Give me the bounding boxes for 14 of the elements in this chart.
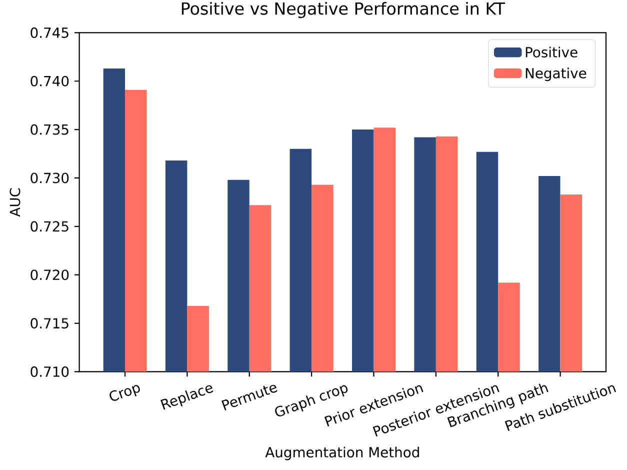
chart-title: Positive vs Negative Performance in KT bbox=[182, 2, 506, 18]
y-tick-label: 0.740 bbox=[30, 76, 69, 86]
x-tick-label: Crop bbox=[110, 384, 140, 401]
y-tick-label: 0.735 bbox=[30, 124, 68, 135]
y-tick-label: 0.725 bbox=[30, 221, 68, 232]
y-tick-label: 0.745 bbox=[30, 27, 68, 38]
x-axis-title: Augmentation Method bbox=[265, 446, 419, 460]
y-tick-label: 0.730 bbox=[30, 172, 69, 184]
legend-label: Positive bbox=[526, 46, 578, 58]
legend-label: Negative bbox=[526, 68, 586, 82]
y-tick-label: 0.715 bbox=[30, 318, 68, 329]
y-tick-label: 0.720 bbox=[30, 270, 69, 280]
y-axis-title: AUC bbox=[10, 188, 20, 217]
y-tick-label: 0.710 bbox=[30, 366, 69, 377]
